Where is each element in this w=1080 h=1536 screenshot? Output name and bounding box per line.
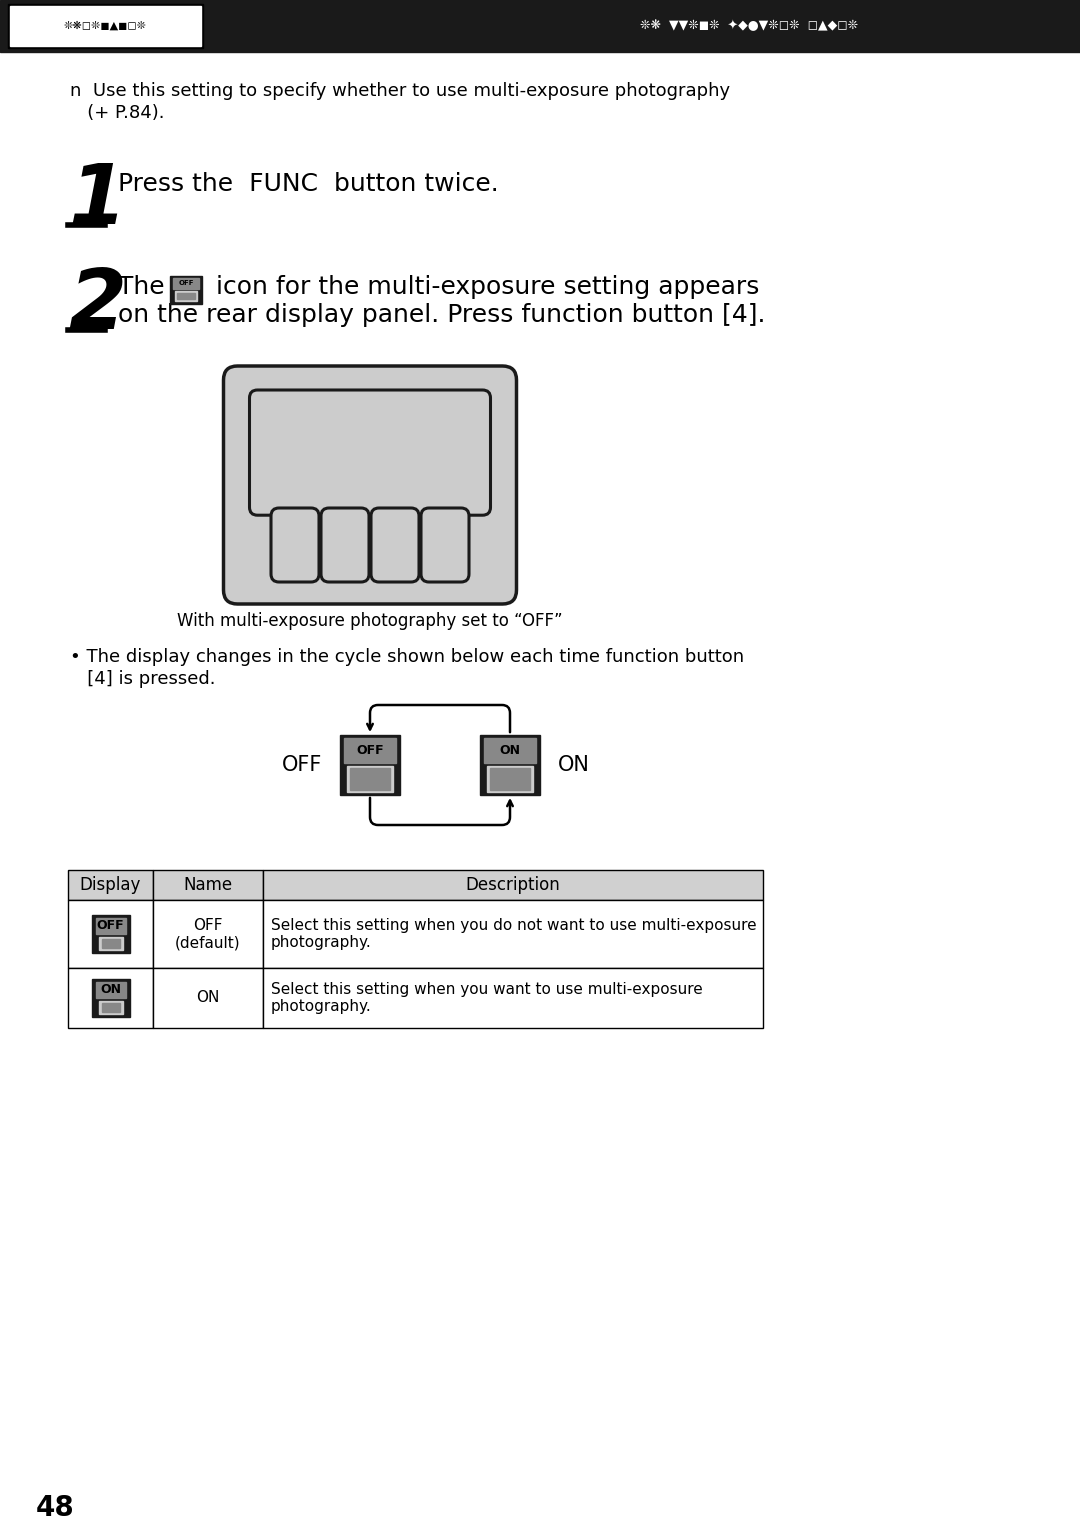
Text: OFF: OFF xyxy=(97,920,124,932)
Bar xyxy=(68,869,153,900)
Bar xyxy=(264,900,762,968)
Text: Press the  FUNC  button twice.: Press the FUNC button twice. xyxy=(118,172,499,197)
Text: icon for the multi-exposure setting appears: icon for the multi-exposure setting appe… xyxy=(208,275,759,300)
Text: Select this setting when you want to use multi-exposure
photography.: Select this setting when you want to use… xyxy=(271,982,703,1014)
Text: (+ P.84).: (+ P.84). xyxy=(70,104,164,121)
Text: OFF
(default): OFF (default) xyxy=(175,919,241,951)
FancyBboxPatch shape xyxy=(249,390,490,515)
Text: OFF: OFF xyxy=(178,280,193,286)
Bar xyxy=(102,1003,120,1012)
Text: Description: Description xyxy=(465,876,561,894)
Bar xyxy=(95,919,125,934)
Text: on the rear display panel. Press function button [4].: on the rear display panel. Press functio… xyxy=(118,303,766,327)
FancyBboxPatch shape xyxy=(271,508,319,582)
Bar xyxy=(175,290,197,301)
Bar xyxy=(92,915,130,952)
Bar xyxy=(173,278,199,289)
Text: OFF: OFF xyxy=(282,756,322,776)
Bar xyxy=(153,900,264,968)
Text: Select this setting when you do not want to use multi-exposure
photography.: Select this setting when you do not want… xyxy=(271,919,757,951)
Bar xyxy=(264,869,762,900)
Bar xyxy=(340,736,400,796)
Bar xyxy=(68,900,153,968)
Text: ❊❋  ▼▼❊◼❊  ✦◆●▼❊◻❊  ◻▲◆◻❊: ❊❋ ▼▼❊◼❊ ✦◆●▼❊◻❊ ◻▲◆◻❊ xyxy=(640,20,859,32)
Text: n  Use this setting to specify whether to use multi-exposure photography: n Use this setting to specify whether to… xyxy=(70,81,730,100)
Bar xyxy=(153,869,264,900)
FancyBboxPatch shape xyxy=(421,508,469,582)
Bar xyxy=(347,766,393,793)
Text: ❊❋◻❊◼▲◼◻❊: ❊❋◻❊◼▲◼◻❊ xyxy=(64,22,147,31)
Text: ON: ON xyxy=(558,756,590,776)
Bar xyxy=(0,0,1080,52)
Bar xyxy=(345,737,396,763)
Text: 48: 48 xyxy=(36,1495,75,1522)
Text: [4] is pressed.: [4] is pressed. xyxy=(70,670,216,688)
Text: ON: ON xyxy=(100,983,121,997)
Bar xyxy=(264,968,762,1028)
FancyBboxPatch shape xyxy=(224,366,516,604)
Text: With multi-exposure photography set to “OFF”: With multi-exposure photography set to “… xyxy=(177,611,563,630)
Bar xyxy=(177,293,195,300)
Bar xyxy=(68,968,153,1028)
FancyBboxPatch shape xyxy=(372,508,419,582)
Text: OFF: OFF xyxy=(356,743,383,757)
FancyBboxPatch shape xyxy=(321,508,369,582)
Bar xyxy=(484,737,536,763)
Bar xyxy=(490,768,530,790)
Text: Name: Name xyxy=(184,876,232,894)
Bar xyxy=(480,736,540,796)
Bar xyxy=(350,768,390,790)
Bar xyxy=(487,766,534,793)
Bar xyxy=(102,938,120,948)
Text: Display: Display xyxy=(80,876,141,894)
Text: ON: ON xyxy=(197,991,219,1006)
Bar xyxy=(170,276,202,304)
Bar xyxy=(8,5,203,48)
Text: • The display changes in the cycle shown below each time function button: • The display changes in the cycle shown… xyxy=(70,648,744,667)
Text: 1: 1 xyxy=(68,160,126,241)
Text: 2: 2 xyxy=(68,266,126,346)
Bar xyxy=(10,6,201,46)
Bar xyxy=(98,937,122,949)
Bar xyxy=(92,978,130,1017)
Bar xyxy=(95,982,125,998)
Bar xyxy=(153,968,264,1028)
Text: ON: ON xyxy=(499,743,521,757)
Bar xyxy=(98,1001,122,1014)
Text: The: The xyxy=(118,275,173,300)
